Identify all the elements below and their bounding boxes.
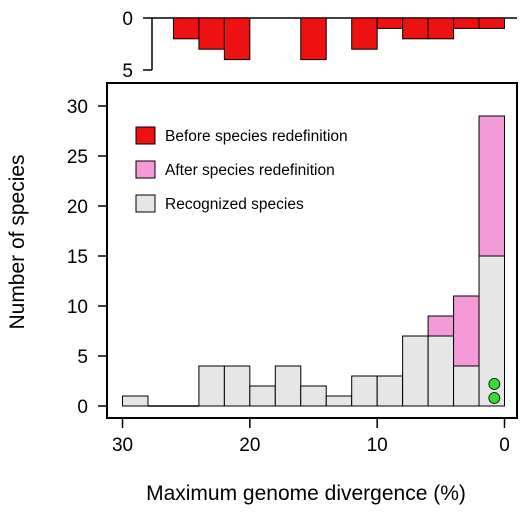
y-tick-label-15: 15: [67, 247, 88, 268]
bar-after-redefinition-14: [478, 115, 505, 257]
data-point-1: [488, 392, 501, 404]
x-axis-ticks: 30 20 10 0: [112, 418, 510, 456]
bar-recognized-13: [453, 365, 480, 407]
bar-before-redefinition-2: [172, 17, 200, 40]
bar-before-redefinition-9: [351, 17, 378, 50]
legend-swatch-1: [135, 160, 156, 179]
bar-after-redefinition-12: [427, 315, 455, 337]
bar-recognized-5: [249, 385, 276, 407]
x-tick-label-20: 20: [239, 435, 260, 456]
y-tick-label-5: 5: [77, 347, 88, 368]
y-tick-label-30: 30: [67, 97, 88, 118]
legend-label-2: Recognized species: [165, 196, 304, 213]
data-point-0: [488, 378, 501, 390]
x-tick-label-10: 10: [367, 435, 388, 456]
bar-before-redefinition-3: [198, 17, 225, 50]
bar-before-redefinition-12: [427, 17, 455, 40]
main-panel-points: [488, 378, 501, 404]
y-tick-label-10: 10: [67, 297, 88, 318]
bar-before-redefinition-14: [478, 17, 505, 29]
top-y-tick-label-0: 0: [122, 9, 133, 30]
legend-label-0: Before species redefinition: [165, 128, 348, 145]
bar-before-redefinition-4: [223, 17, 251, 61]
top-panel-tick-labels: 05: [122, 9, 133, 82]
y-axis-title: Number of species: [6, 154, 29, 329]
bar-recognized-6: [274, 365, 302, 407]
bar-before-redefinition-7: [300, 17, 327, 61]
bar-recognized-4: [223, 365, 251, 407]
main-y-axis-ticks: 0 5 10 15 20 25 30: [67, 97, 107, 418]
legend-swatch-2: [135, 194, 156, 213]
y-tick-label-25: 25: [67, 147, 88, 168]
bar-recognized-12: [427, 335, 455, 407]
bar-recognized-7: [300, 385, 327, 407]
bar-after-redefinition-13: [453, 295, 480, 367]
legend-label-1: After species redefinition: [165, 162, 335, 179]
x-axis-title: Maximum genome divergence (%): [146, 482, 466, 505]
bar-before-redefinition-11: [402, 17, 429, 40]
bar-recognized-0: [122, 395, 149, 407]
y-tick-label-0: 0: [77, 397, 88, 418]
top-panel-bars: [172, 17, 505, 61]
main-plot-frame: [106, 82, 518, 419]
y-tick-label-20: 20: [67, 197, 88, 218]
bar-recognized-11: [402, 335, 429, 407]
bar-recognized-8: [325, 395, 353, 407]
legend-swatch-0: [135, 126, 156, 145]
bar-recognized-9: [351, 375, 378, 407]
x-tick-label-30: 30: [112, 435, 133, 456]
x-tick-label-0: 0: [499, 435, 510, 456]
bar-before-redefinition-10: [376, 17, 404, 29]
main-panel-bars: [122, 115, 505, 407]
bar-recognized-10: [376, 375, 404, 407]
top-y-tick-label-5: 5: [122, 61, 133, 82]
bar-recognized-3: [198, 365, 225, 407]
legend: Before species redefinition After species…: [135, 126, 348, 213]
bar-before-redefinition-13: [453, 17, 480, 29]
